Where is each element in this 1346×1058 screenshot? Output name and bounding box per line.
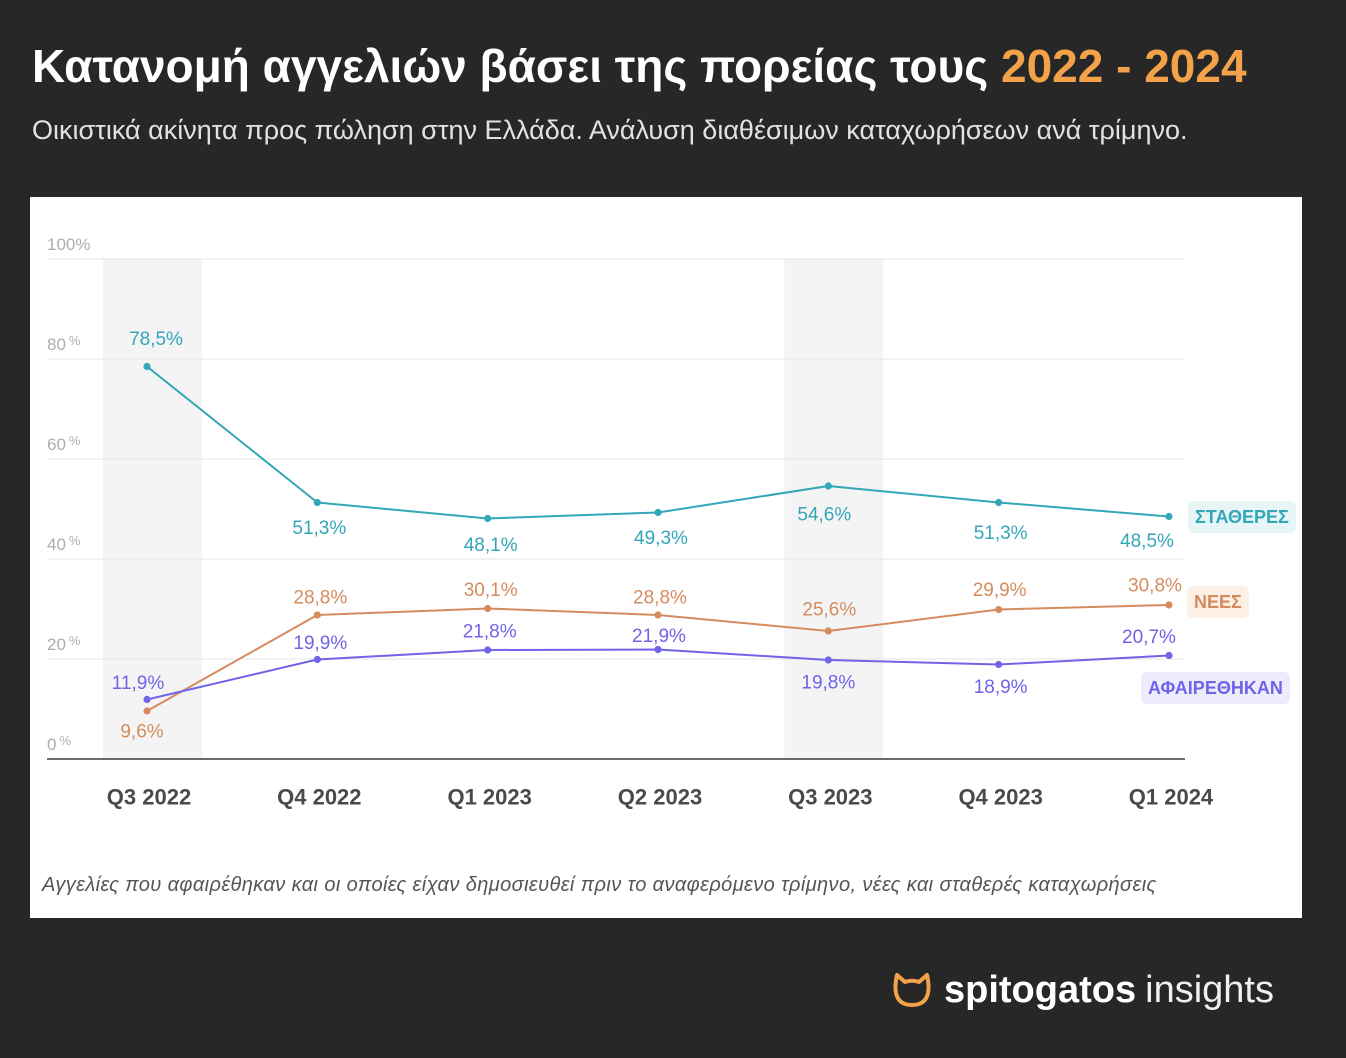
cat-icon [893,973,931,1007]
data-label-new: 9,6% [120,722,163,743]
chart-layer-yticks: 0 %20 %40 %60 %80 %100% [47,235,91,754]
data-label-stable: 51,3% [974,523,1028,544]
data-label-stable: 48,5% [1120,531,1174,552]
data-label-stable: 51,3% [292,518,346,539]
legend-chip-new [1187,586,1250,618]
data-label-removed: 19,8% [801,673,855,694]
data-label-new: 28,8% [293,588,347,609]
chart-layer-points [143,362,1173,715]
y-tick-value: 100 [47,235,75,254]
y-tick-label: 100% [47,235,91,254]
data-point-new [143,707,151,715]
legend-label-new: ΝΕΕΣ [1194,592,1242,612]
highlight-band [103,259,202,759]
y-tick-unit: % [69,533,81,548]
data-point-new [995,605,1003,614]
line-chart: 78,5% 51,3% 48,1% 49,3% 54,6% 51,3% 48,5% 9,6% 2… [47,235,1296,810]
data-point-removed [1165,651,1173,660]
series-line-stable [146,365,1170,520]
y-tick-unit: % [69,333,81,348]
title-year-range: 2022 - 2024 [1001,40,1247,92]
y-tick-value: 40 [47,535,66,554]
data-label-removed: 21,9% [632,626,686,647]
data-label-new: 25,6% [802,600,856,621]
data-point-stable [654,508,662,517]
data-point-stable [824,482,832,490]
y-tick-unit: % [69,433,81,448]
y-tick-unit: % [75,235,90,254]
data-point-new [824,627,832,635]
page-subtitle: Οικιστικά ακίνητα προς πώληση στην Ελλάδ… [32,115,1188,145]
data-point-stable [143,362,151,371]
legend-chip-removed [1141,672,1290,704]
data-point-new [654,611,662,619]
legend-label-stable: ΣΤΑΘΕΡΕΣ [1195,507,1289,527]
title-text: Κατανομή αγγελιών βάσει της πορείας τους [32,40,989,92]
x-tick-label: Q1 2024 [1129,785,1214,810]
y-tick-label: 80% [47,333,81,354]
data-label-removed: 19,9% [293,633,347,654]
x-tick-label: Q1 2023 [447,785,531,810]
y-tick-value: 60 [47,435,66,454]
data-point-removed [824,656,832,664]
data-label-removed: 18,9% [974,677,1028,698]
x-tick-label: Q3 2023 [788,785,872,810]
data-label-stable: 48,1% [464,535,518,556]
brand-logo: spitogatos insights [892,964,1274,1016]
y-tick-unit: % [69,633,81,648]
data-point-new [313,611,321,619]
data-point-stable [1165,512,1173,521]
y-tick-label: 20% [47,633,81,654]
data-point-stable [995,498,1003,507]
highlight-band [784,259,884,759]
data-point-removed [654,645,662,654]
chart-layer-grid [47,258,1185,760]
y-tick-label: 40% [47,533,81,554]
x-tick-label: Q4 2023 [958,785,1042,810]
x-tick-label: Q3 2022 [107,785,191,810]
data-point-stable [313,498,321,507]
y-tick-label: 0% [47,733,71,754]
brand-name: spitogatos [944,968,1137,1011]
chart-layer-xticks: Q3 2022 Q4 2022 Q1 2023 Q2 2023 Q3 2023 Q4 20… [107,785,1214,810]
y-tick-value: 80 [47,335,66,354]
data-point-removed [995,660,1003,669]
data-label-new: 28,8% [633,588,687,609]
data-point-removed [313,655,321,664]
page-title: Κατανομή αγγελιών βάσει της πορείας τους… [32,36,1247,96]
data-label-new: 30,8% [1128,576,1182,597]
legend-chip-stable [1188,501,1296,533]
data-label-stable: 78,5% [129,329,183,350]
data-point-removed [484,646,492,654]
data-point-new [1165,601,1173,609]
y-tick-label: 60% [47,433,81,454]
y-tick-value: 20 [47,635,66,654]
y-tick-value: 0 [47,735,56,754]
chart-layer-bands [103,259,884,759]
data-point-new [484,604,492,613]
data-point-removed [143,695,151,704]
legend-label-removed: ΑΦΑΙΡΕΘΗΚΑΝ [1148,678,1283,698]
data-point-stable [484,514,492,523]
data-label-stable: 54,6% [797,505,851,526]
x-tick-label: Q4 2022 [277,785,361,810]
data-label-new: 30,1% [464,580,518,601]
data-label-removed: 11,9% [112,673,165,694]
x-tick-label: Q2 2023 [618,785,702,810]
brand-suffix: insights [1145,968,1274,1011]
data-label-removed: 21,8% [463,622,517,643]
chart-footnote: Αγγελίες που αφαιρέθηκαν και οι οποίες ε… [42,874,1157,896]
data-label-new: 29,9% [973,580,1027,601]
chart-layer-labels: 78,5% 51,3% 48,1% 49,3% 54,6% 51,3% 48,5% 9,6% 2… [112,329,1182,743]
y-tick-unit: % [59,733,71,748]
chart-layer-legend: ΣΤΑΘΕΡΕΣ ΝΕΕΣ ΑΦΑΙΡΕΘΗΚΑΝ [1141,501,1296,704]
data-label-removed: 20,7% [1122,627,1176,648]
chart-panel: 78,5% 51,3% 48,1% 49,3% 54,6% 51,3% 48,5% 9,6% 2… [30,197,1302,918]
data-label-stable: 49,3% [634,528,688,549]
